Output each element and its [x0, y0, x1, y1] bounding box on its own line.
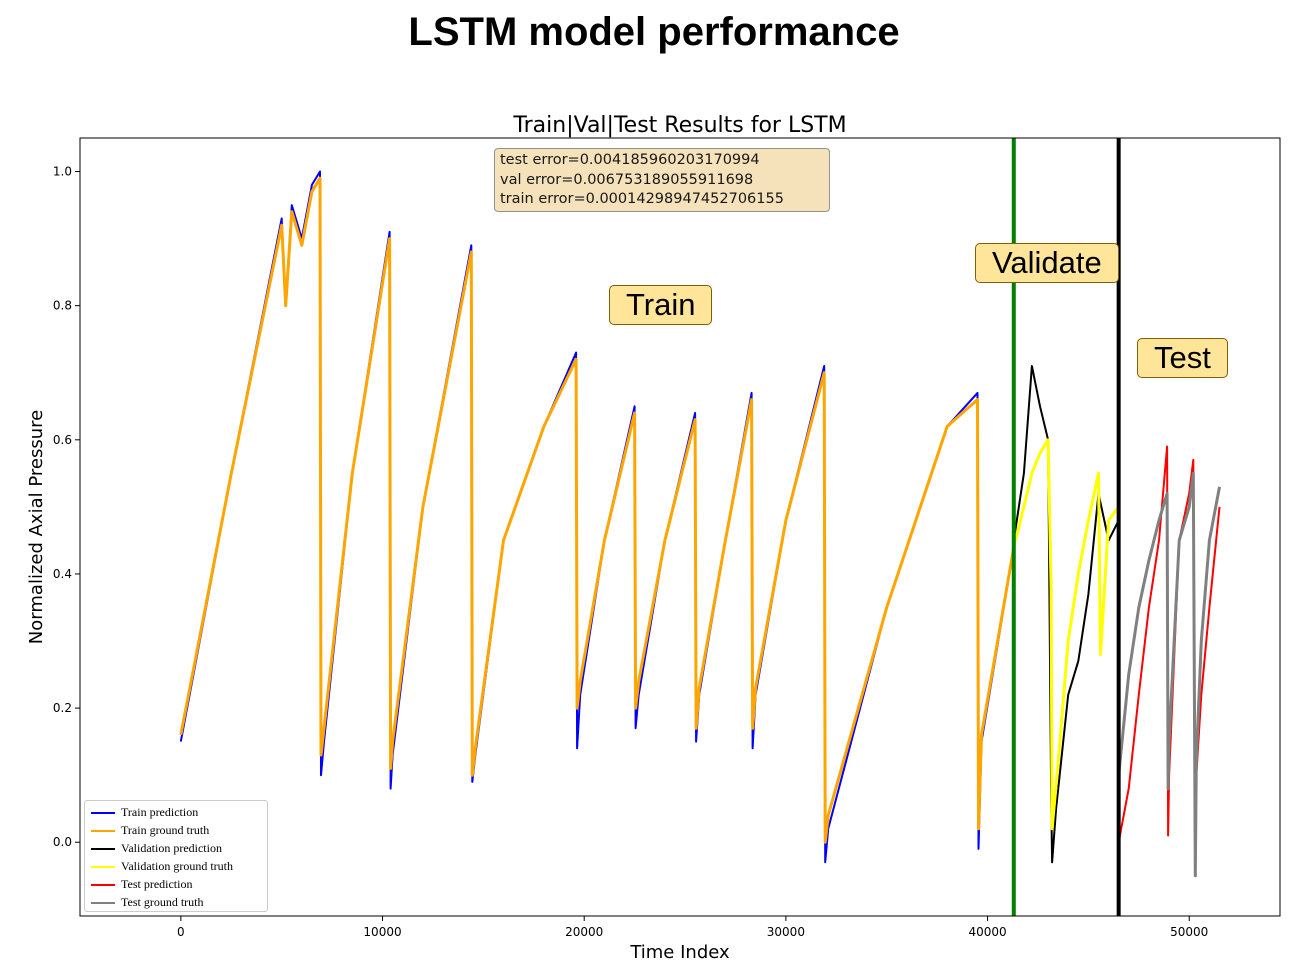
x-tick-label: 40000	[968, 925, 1006, 939]
legend-label: Test ground truth	[121, 895, 204, 909]
legend-swatch	[91, 848, 115, 851]
train-error-text: train error=0.00014298947452706155	[500, 191, 784, 207]
x-tick-label: 10000	[363, 925, 401, 939]
legend-item: Validation prediction	[91, 839, 222, 857]
legend-swatch	[91, 866, 115, 869]
val-error-text: val error=0.006753189055911698	[500, 171, 754, 188]
test-callout: Test	[1137, 338, 1228, 378]
validate-callout: Validate	[975, 243, 1119, 283]
x-axis-label: Time Index	[629, 942, 730, 963]
x-tick-label: 0	[177, 925, 185, 939]
plot-frame	[79, 137, 1281, 917]
y-tick-label: 0.0	[53, 835, 72, 849]
error-annotation-box: test error=0.004185960203170994 val erro…	[494, 148, 830, 212]
legend-item: Train prediction	[91, 803, 198, 821]
series-line-1	[179, 176, 1016, 844]
legend-label: Validation prediction	[121, 841, 222, 855]
legend: Train prediction Train ground truth Vali…	[84, 800, 268, 912]
y-tick-label: 1.0	[53, 165, 72, 179]
legend-label: Train prediction	[121, 805, 199, 819]
legend-swatch	[91, 902, 115, 905]
train-callout: Train	[609, 285, 713, 325]
legend-swatch	[91, 812, 115, 815]
legend-swatch	[91, 884, 115, 887]
y-tick-label: 0.4	[53, 567, 72, 581]
series-line-0	[179, 170, 1015, 864]
y-tick-label: 0.6	[53, 433, 72, 447]
legend-item: Test ground truth	[91, 893, 203, 911]
page-title: LSTM model performance	[408, 10, 900, 54]
legend-item: Validation ground truth	[91, 857, 233, 875]
legend-item: Test prediction	[91, 875, 192, 893]
x-tick-label: 50000	[1170, 925, 1208, 939]
chart-title: Train|Val|Test Results for LSTM	[512, 113, 846, 138]
x-tick-label: 20000	[565, 925, 603, 939]
test-error-text: test error=0.004185960203170994	[500, 152, 760, 168]
legend-item: Train ground truth	[91, 821, 209, 839]
y-tick-label: 0.8	[53, 299, 72, 313]
series-line-5	[1117, 471, 1221, 878]
y-axis-label: Normalized Axial Pressure	[26, 410, 47, 644]
y-tick-label: 0.2	[53, 701, 72, 715]
series-line-3	[1012, 438, 1120, 831]
legend-label: Test prediction	[121, 877, 193, 891]
x-tick-label: 30000	[767, 925, 805, 939]
series-line-2	[1012, 365, 1120, 864]
legend-label: Validation ground truth	[121, 859, 233, 873]
legend-label: Train ground truth	[121, 823, 210, 837]
legend-swatch	[91, 830, 115, 833]
